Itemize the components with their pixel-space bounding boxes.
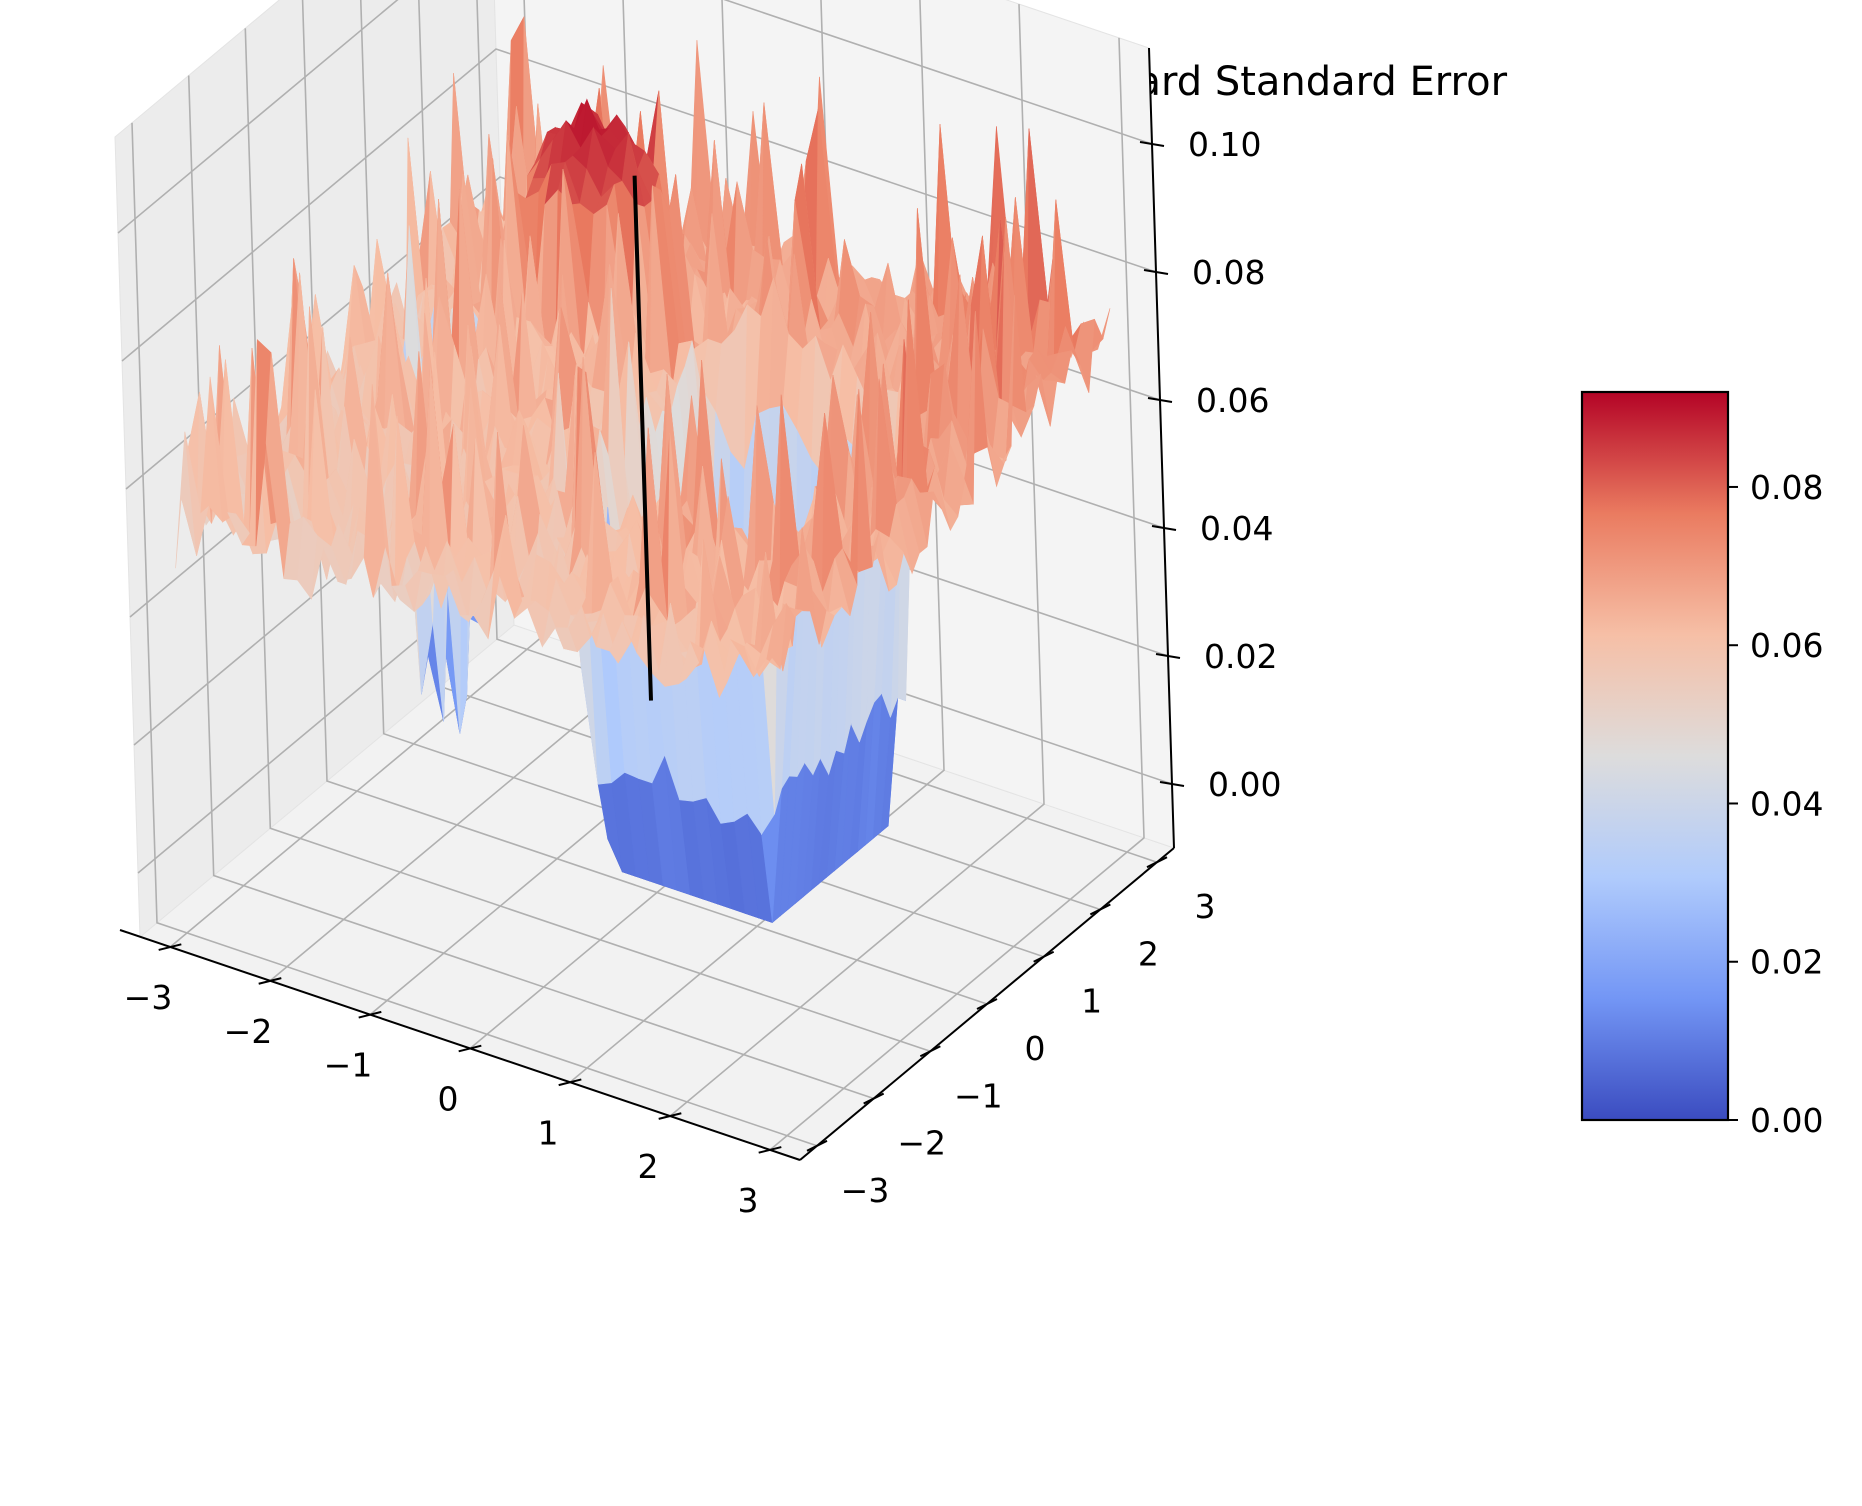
z-tick-label: 0.00 (1208, 765, 1281, 804)
z-axis-line (1148, 47, 1175, 849)
colorbar-tick-label: 0.02 (1750, 943, 1823, 982)
x-tick-mark (758, 1146, 782, 1154)
y-tick-mark (1089, 903, 1111, 916)
z-tick-mark (1143, 269, 1169, 275)
x-tick-mark (258, 977, 282, 985)
colorbar-gradient (1582, 392, 1728, 1120)
marker-line (632, 175, 653, 701)
z-grid-line (117, 0, 1153, 234)
x-tick-label: 3 (738, 1181, 759, 1220)
z-tick-mark (1151, 525, 1177, 531)
z-tick-label: 0.10 (1188, 125, 1261, 164)
y-tick-label: −2 (897, 1124, 946, 1163)
colorbar: 0.00 0.02 0.04 0.06 0.08 (1580, 390, 1823, 1140)
z-tick-mark (1155, 653, 1181, 659)
x-tick-label: −3 (124, 978, 173, 1017)
x-tick-label: −2 (224, 1012, 273, 1051)
y-tick-label: 0 (1025, 1029, 1046, 1068)
colorbar-tick-label: 0.04 (1750, 784, 1823, 823)
x-tick-mark (558, 1078, 582, 1087)
y-grid-line (301, 0, 988, 1005)
x-tick-mark (358, 1010, 382, 1019)
x-tick-label: 1 (538, 1113, 559, 1152)
z-tick-label: 0.06 (1196, 381, 1269, 420)
y-tick-label: 2 (1138, 934, 1159, 973)
y-grid-line (359, 0, 1044, 958)
vertical-marker (632, 175, 653, 701)
y-tick-label: −1 (954, 1076, 1003, 1115)
colorbar-tick-label: 0.00 (1750, 1101, 1823, 1140)
x-axis-ticks: −3 −2 −1 0 1 2 3 (124, 943, 782, 1220)
y-tick-mark (976, 998, 998, 1010)
y-tick-mark (919, 1045, 941, 1058)
colorbar-tick-label: 0.06 (1750, 626, 1823, 665)
x-grid-line (569, 0, 945, 1083)
y-tick-label: −3 (841, 1171, 890, 1210)
z-tick-label: 0.08 (1192, 253, 1265, 292)
y-tick-mark (806, 1139, 828, 1152)
y-grid-line (244, 28, 931, 1053)
x-tick-mark (658, 1112, 682, 1120)
surface-plot (175, 15, 1111, 924)
x-grid-line (769, 37, 1145, 1151)
z-tick-mark (1159, 781, 1185, 787)
y-grid-line (476, 0, 1158, 863)
colorbar-frame (1580, 390, 1730, 1122)
z-tick-label: 0.02 (1204, 637, 1277, 676)
x-tick-label: 2 (638, 1147, 659, 1186)
surface-face (758, 657, 781, 677)
colorbar-tick-label: 0.08 (1750, 468, 1823, 507)
z-tick-mark (1147, 397, 1173, 403)
y-grid-line (131, 122, 818, 1147)
z-tick-mark (1139, 141, 1165, 147)
z-grid-line (121, 48, 1157, 362)
x-tick-label: −1 (324, 1046, 373, 1085)
z-tick-label: 0.04 (1200, 509, 1273, 548)
x-axis-line (119, 929, 801, 1161)
y-tick-mark (1033, 950, 1055, 963)
z-axis-ticks: 0.00 0.02 0.04 0.06 0.08 0.10 (1139, 125, 1281, 804)
y-tick-mark (1146, 856, 1168, 869)
x-tick-mark (158, 943, 182, 951)
x-tick-mark (458, 1044, 482, 1053)
y-tick-label: 1 (1081, 982, 1102, 1021)
x-tick-label: 0 (438, 1080, 459, 1119)
y-grid-line (187, 75, 874, 1100)
y-tick-label: 3 (1195, 887, 1216, 926)
y-tick-mark (863, 1092, 885, 1105)
